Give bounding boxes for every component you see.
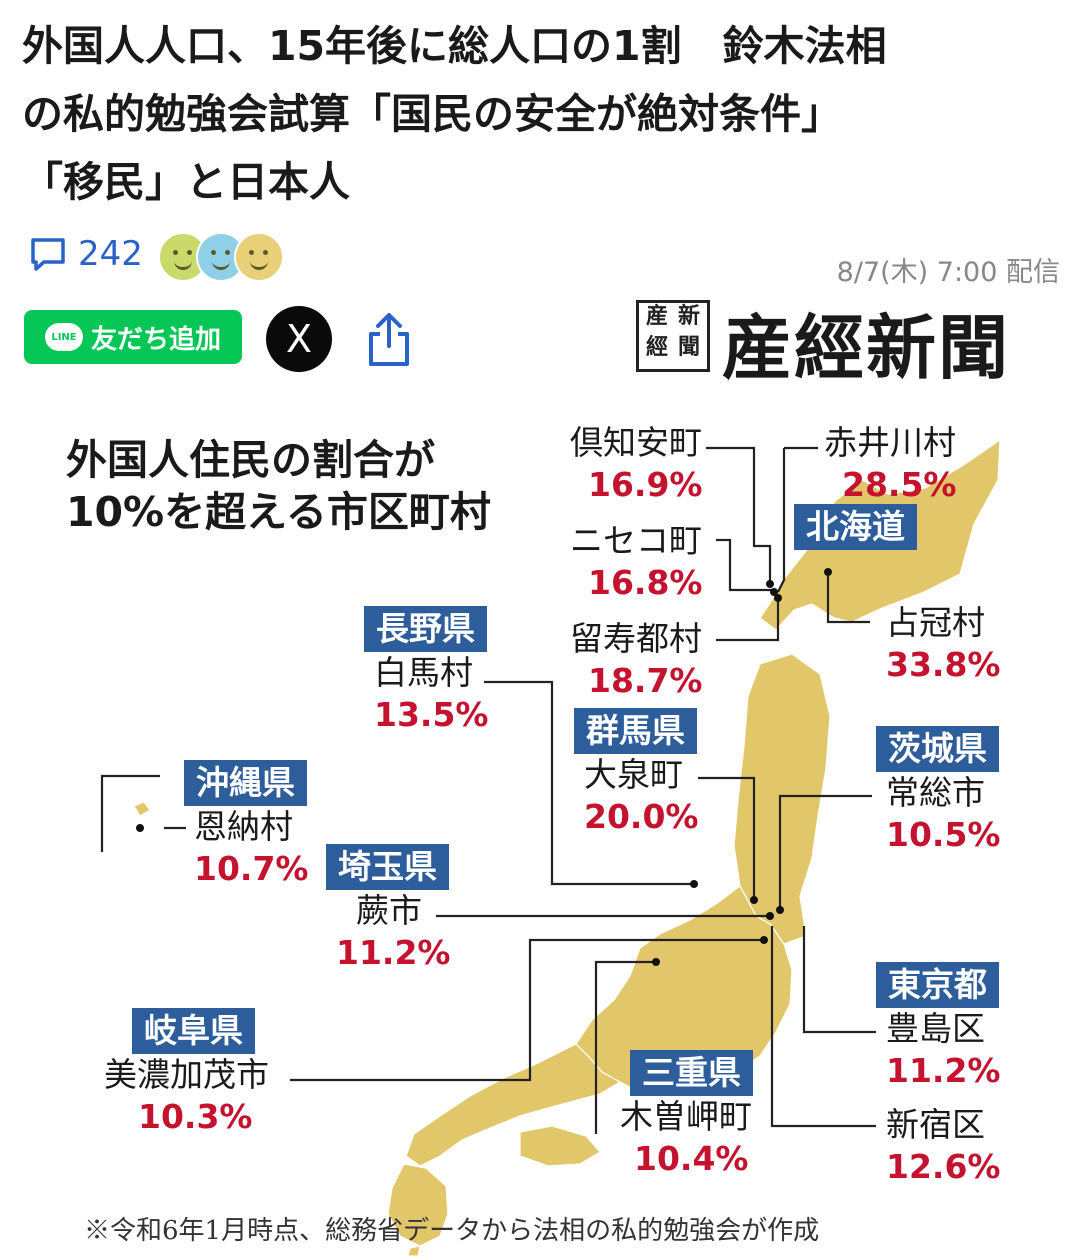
callout-akaigawa: 赤井川村 28.5%: [824, 423, 957, 504]
publisher-seal-icon: 産 新 經 聞: [636, 300, 710, 372]
infographic-image: 外国人住民の割合が 10%を超える市区町村 倶知安町 16.9% ニセコ町 16…: [0, 396, 1080, 1260]
reaction-faces[interactable]: [158, 232, 288, 282]
callout-warabi: 埼玉県 蕨市 11.2%: [326, 844, 451, 974]
callout-toshima: 東京都 豊島区 11.2%: [876, 962, 1001, 1092]
callout-shinjuku: 新宿区 12.6%: [886, 1105, 1001, 1186]
x-share-button[interactable]: X: [266, 306, 332, 372]
callout-oizumi: 群馬県 大泉町 20.0%: [574, 708, 699, 838]
comments-button[interactable]: 242: [28, 234, 143, 274]
callout-kisosaki: 三重県 木曽岬町 10.4%: [620, 1050, 753, 1180]
article-headline: 外国人人口、15年後に総人口の1割 鈴木法相 の私的勉強会試算「国民の安全が絶対…: [22, 12, 1062, 216]
callout-shimukappu: 占冠村 33.8%: [886, 603, 1001, 684]
callout-hokkaido: 北海道: [794, 504, 917, 550]
callout-rusutsu: 留寿都村 18.7%: [570, 619, 703, 700]
callout-minokamo: 岐阜県 美濃加茂市 10.3%: [104, 1008, 269, 1138]
comment-icon: [31, 238, 65, 271]
callout-joso: 茨城県 常総市 10.5%: [876, 726, 1001, 856]
neutral-face-icon: [234, 232, 284, 282]
line-logo-icon: LINE: [44, 323, 83, 351]
headline-line-3: 「移民」と日本人: [22, 158, 350, 206]
callout-hakuba: 長野県 白馬村 13.5%: [364, 606, 489, 736]
publish-date: 8/7(木) 7:00 配信: [836, 257, 1060, 288]
line-button-label: 友だち追加: [90, 324, 221, 355]
publisher-name: 産經新聞: [722, 306, 1010, 389]
publisher-logo[interactable]: 産 新 經 聞 産經新聞: [636, 298, 1060, 389]
line-add-friend-button[interactable]: LINE 友だち追加: [24, 310, 242, 364]
callout-kutchan: 倶知安町 16.9%: [570, 423, 703, 504]
infographic-title: 外国人住民の割合が 10%を超える市区町村: [66, 436, 491, 536]
share-row: LINE 友だち追加 X 産 新 經 聞 産經新聞: [24, 300, 1060, 389]
headline-line-2: の私的勉強会試算「国民の安全が絶対条件」: [22, 90, 842, 138]
japan-map: [100, 438, 1001, 1257]
callout-onna: 沖縄県 恩納村 10.7%: [184, 760, 309, 890]
headline-line-1: 外国人人口、15年後に総人口の1割 鈴木法相: [22, 22, 887, 70]
article-meta-row: 242 8/7(木) 7:00 配信: [24, 228, 1060, 288]
infographic-footnote: ※令和6年1月時点、総務省データから法相の私的勉強会が作成: [84, 1216, 820, 1246]
comment-count: 242: [78, 234, 143, 274]
callout-niseko: ニセコ町 16.8%: [570, 521, 703, 602]
x-logo-icon: X: [285, 317, 313, 361]
share-icon[interactable]: [364, 312, 414, 368]
